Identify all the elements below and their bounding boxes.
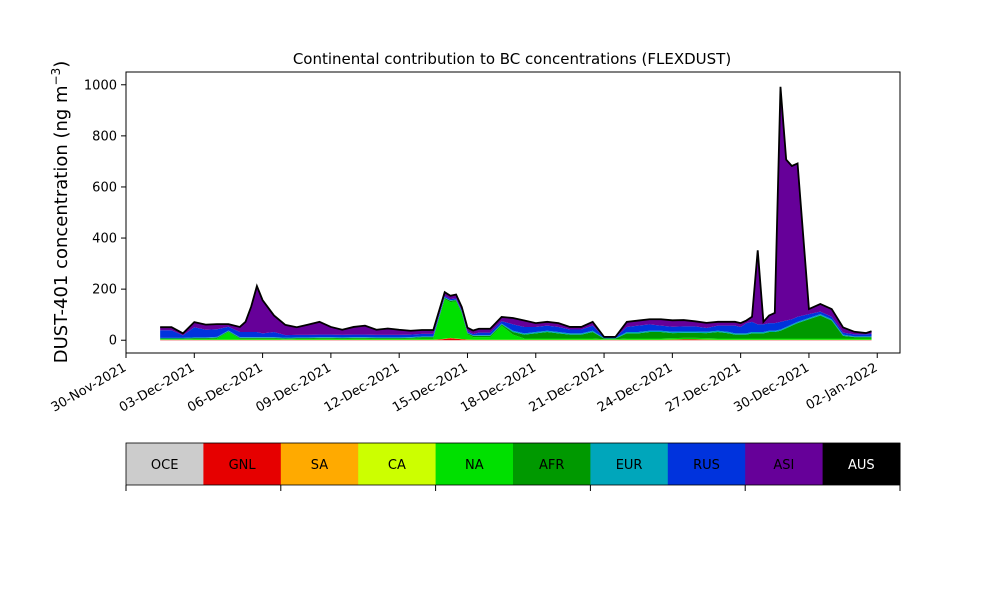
legend-swatch-sa <box>280 443 359 485</box>
legend-swatch-asi <box>745 443 824 485</box>
x-tick-label: 27-Dec-2021 <box>663 360 743 415</box>
x-tick-label: 18-Dec-2021 <box>458 360 538 415</box>
y-axis-label: DUST-401 concentration (ng m−3) <box>49 61 72 364</box>
x-tick-label: 30-Nov-2021 <box>49 360 129 415</box>
legend-swatch-rus <box>667 443 746 485</box>
x-tick-label: 03-Dec-2021 <box>117 360 197 415</box>
y-tick-label: 1000 <box>84 78 117 93</box>
y-axis: 0 200 400 600 800 1000 <box>84 78 126 349</box>
legend-swatch-ca <box>358 443 437 485</box>
y-tick-label: 400 <box>92 232 117 247</box>
x-tick-label: 24-Dec-2021 <box>595 360 675 415</box>
legend-colorbar: OCE GNL SA CA NA AFR EUR RUS ASI AUS <box>125 442 901 491</box>
y-axis-label-text: DUST-401 concentration (ng m <box>51 85 72 363</box>
y-axis-label-close: ) <box>51 61 72 68</box>
legend-swatch-aus <box>822 443 901 485</box>
area-ca <box>160 337 872 340</box>
area-rus <box>160 296 872 339</box>
y-tick-label: 0 <box>109 334 117 349</box>
area-asi <box>160 86 872 338</box>
legend-frame <box>125 442 901 486</box>
x-tick-label: 30-Dec-2021 <box>732 360 812 415</box>
area-afr <box>160 297 872 340</box>
x-tick-label: 09-Dec-2021 <box>253 360 333 415</box>
legend-swatch-afr <box>513 443 591 485</box>
legend-swatch-eur <box>590 443 669 485</box>
legend-label-ca: CA <box>388 458 406 473</box>
legend-label-oce: OCE <box>151 458 179 473</box>
area-aus <box>160 86 872 337</box>
y-tick-label: 800 <box>92 129 117 144</box>
x-axis: 30-Nov-202103-Dec-202106-Dec-202109-Dec-… <box>49 353 881 416</box>
area-gnl <box>160 338 872 341</box>
area-na <box>160 299 872 340</box>
legend-swatch-gnl <box>203 443 282 485</box>
legend-label-na: NA <box>465 458 484 473</box>
y-tick-label: 600 <box>92 180 117 195</box>
legend-swatch-na <box>435 443 514 485</box>
x-tick-label: 02-Jan-2022 <box>804 360 881 413</box>
chart-title: Continental contribution to BC concentra… <box>293 50 731 68</box>
legend-label-eur: EUR <box>616 458 643 473</box>
legend-swatch-oce <box>126 443 204 485</box>
x-tick-label: 12-Dec-2021 <box>322 360 402 415</box>
legend-label-rus: RUS <box>693 458 720 473</box>
x-tick-label: 15-Dec-2021 <box>390 360 470 415</box>
legend-label-gnl: GNL <box>229 458 257 473</box>
y-tick-label: 200 <box>92 283 117 298</box>
total-outline <box>160 86 872 338</box>
y-axis-label-exponent: −3 <box>49 68 63 86</box>
legend-label-asi: ASI <box>773 458 794 473</box>
legend-label-afr: AFR <box>539 458 564 473</box>
stacked-areas <box>160 86 872 341</box>
legend-label-sa: SA <box>311 458 328 473</box>
plot-frame <box>125 71 901 354</box>
x-tick-label: 21-Dec-2021 <box>527 360 607 415</box>
x-tick-label: 06-Dec-2021 <box>185 360 265 415</box>
legend-label-aus: AUS <box>848 458 875 473</box>
